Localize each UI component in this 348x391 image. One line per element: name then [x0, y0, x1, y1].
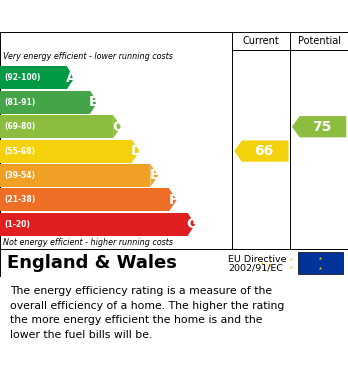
Text: Not energy efficient - higher running costs: Not energy efficient - higher running co…: [3, 238, 174, 247]
Text: (69-80): (69-80): [4, 122, 35, 131]
Text: Energy Efficiency Rating: Energy Efficiency Rating: [10, 9, 232, 23]
Polygon shape: [292, 116, 346, 137]
Bar: [0, 115, 113, 138]
Polygon shape: [90, 91, 98, 114]
Text: EU Directive: EU Directive: [228, 255, 286, 264]
Bar: [0, 213, 188, 236]
Text: 75: 75: [312, 120, 331, 134]
Polygon shape: [234, 140, 288, 162]
Text: G: G: [186, 217, 198, 231]
Text: B: B: [89, 95, 100, 109]
Text: Very energy efficient - lower running costs: Very energy efficient - lower running co…: [3, 52, 173, 61]
Polygon shape: [132, 140, 140, 163]
Text: (55-68): (55-68): [4, 147, 35, 156]
Polygon shape: [67, 66, 74, 90]
Bar: [0, 66, 67, 90]
Text: The energy efficiency rating is a measure of the
overall efficiency of a home. T: The energy efficiency rating is a measur…: [10, 286, 285, 339]
Text: Current: Current: [243, 36, 280, 46]
Bar: [0, 140, 132, 163]
Text: (39-54): (39-54): [4, 171, 35, 180]
Text: (21-38): (21-38): [4, 196, 35, 204]
Text: (81-91): (81-91): [4, 98, 35, 107]
Polygon shape: [113, 115, 121, 138]
Bar: [0, 188, 169, 212]
Text: D: D: [130, 144, 142, 158]
Text: F: F: [168, 193, 178, 207]
Bar: [0, 164, 150, 187]
Text: 2002/91/EC: 2002/91/EC: [228, 264, 283, 273]
Bar: [0, 91, 90, 114]
Polygon shape: [188, 213, 195, 236]
Polygon shape: [169, 188, 177, 212]
Text: (92-100): (92-100): [4, 74, 41, 83]
Bar: [298, 253, 343, 274]
Text: E: E: [150, 169, 159, 183]
Text: England & Wales: England & Wales: [7, 254, 177, 272]
Text: (1-20): (1-20): [4, 220, 30, 229]
Text: A: A: [65, 71, 76, 85]
Polygon shape: [150, 164, 158, 187]
Text: 66: 66: [254, 144, 273, 158]
Text: C: C: [112, 120, 122, 134]
Text: Potential: Potential: [298, 36, 341, 46]
